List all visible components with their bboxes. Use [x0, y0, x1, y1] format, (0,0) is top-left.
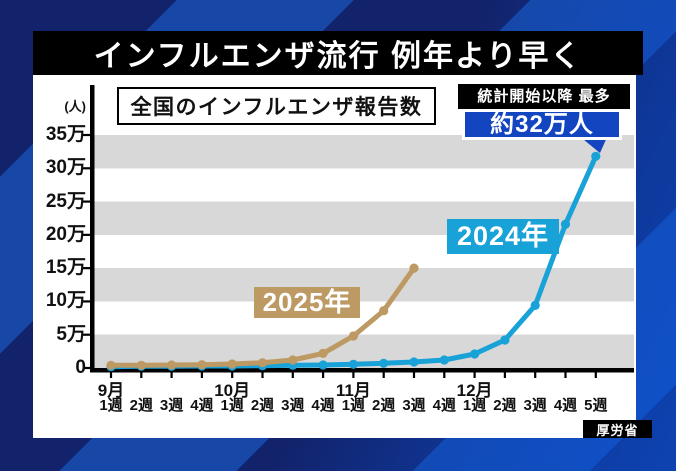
chart-subtitle-text: 全国のインフルエンザ報告数: [130, 96, 423, 119]
x-week-label: 3週: [159, 397, 184, 414]
data-point-2025年: [348, 331, 358, 341]
data-point-2025年: [136, 360, 146, 370]
x-tick: [503, 372, 506, 378]
x-week-label: 2週: [493, 397, 517, 414]
record-callout-value: 約32万人: [462, 109, 622, 140]
x-tick: [109, 372, 113, 378]
data-point-2025年: [197, 360, 207, 370]
x-tick: [473, 372, 476, 378]
y-axis-tick-label: 15万: [45, 257, 86, 279]
data-point-2025年: [409, 263, 419, 273]
x-week-label: 2週: [250, 397, 275, 414]
x-tick: [564, 372, 567, 378]
x-tick: [352, 372, 355, 378]
y-axis-tick-label: 5万: [56, 323, 86, 345]
x-month-label: 12月: [456, 381, 493, 400]
x-week-label: 4週: [311, 397, 335, 414]
x-tick: [322, 372, 325, 378]
data-point-2024年: [379, 358, 389, 368]
y-axis-tick-label: 20万: [45, 223, 86, 245]
x-week-label: 1週: [220, 397, 244, 414]
data-point-2024年: [560, 219, 571, 229]
x-week-label: 4週: [432, 397, 456, 414]
x-tick: [534, 372, 537, 378]
x-week-label: 3週: [402, 397, 426, 414]
y-tick: [83, 333, 90, 336]
y-tick: [83, 267, 90, 270]
x-tick: [291, 372, 294, 378]
data-point-2024年: [591, 151, 601, 161]
x-month-label: 9月: [97, 381, 125, 400]
x-week-label: 2週: [372, 397, 396, 414]
x-week-label: 4週: [553, 397, 578, 414]
y-tick: [83, 366, 90, 370]
y-tick: [83, 167, 90, 170]
x-tick: [170, 372, 173, 378]
series-label-2024: 2024年: [447, 219, 559, 254]
x-week-label: 1週: [99, 397, 123, 414]
y-axis-tick-label: 25万: [45, 190, 86, 212]
x-tick: [200, 372, 203, 378]
x-week-label: 5週: [584, 397, 608, 414]
data-point-2025年: [288, 355, 298, 365]
x-axis-line: [90, 368, 634, 373]
y-tick: [83, 233, 90, 236]
chart-panel: 全国のインフルエンザ報告数 (人) 0 5万 10万 15万 20万 25万 30万 35万 …: [33, 75, 636, 438]
y-tick: [83, 200, 90, 203]
data-point-2025年: [227, 359, 237, 369]
chart-subtitle-box: 全国のインフルエンザ報告数: [117, 87, 436, 125]
x-month-label: 11月: [335, 381, 371, 400]
x-week-label: 3週: [281, 397, 305, 414]
x-tick: [140, 372, 143, 378]
data-point-2024年: [318, 360, 328, 370]
y-tick: [83, 133, 90, 137]
data-point-2025年: [379, 306, 389, 316]
y-axis-tick-label: 10万: [45, 290, 86, 312]
x-week-label: 1週: [341, 397, 366, 414]
x-tick: [231, 372, 234, 378]
headline-text: インフルエンザ流行 例年より早く: [93, 40, 583, 73]
y-axis-line: [90, 85, 95, 373]
x-tick: [443, 372, 446, 378]
data-point-2024年: [439, 355, 449, 365]
record-callout-heading: 統計開始以降 最多: [458, 84, 630, 109]
source-label: 厚労省: [583, 420, 652, 438]
record-callout: 統計開始以降 最多 約32万人: [458, 84, 630, 140]
data-point-2025年: [106, 360, 116, 370]
data-point-2024年: [470, 349, 480, 359]
y-axis-tick-label: 30万: [45, 157, 86, 179]
data-point-2024年: [530, 300, 540, 310]
data-point-2025年: [318, 348, 328, 358]
x-tick: [412, 372, 416, 378]
y-axis-tick-label: 35万: [45, 124, 86, 145]
x-tick: [382, 372, 385, 378]
x-month-label: 10月: [214, 381, 251, 400]
x-week-label: 3週: [523, 397, 547, 414]
data-point-2024年: [348, 359, 358, 369]
x-tick: [261, 372, 264, 378]
data-point-2025年: [257, 358, 268, 368]
data-point-2024年: [409, 357, 419, 367]
x-tick: [594, 372, 597, 378]
x-week-label: 4週: [190, 397, 214, 414]
x-week-label: 2週: [129, 397, 153, 414]
data-point-2024年: [500, 335, 510, 345]
x-week-label: 1週: [462, 397, 487, 414]
headline-bar: インフルエンザ流行 例年より早く: [33, 31, 643, 75]
source-text: 厚労省: [596, 422, 639, 438]
data-point-2025年: [167, 360, 177, 370]
series-label-2025: 2025年: [254, 287, 360, 318]
y-tick: [83, 300, 90, 303]
chart-canvas: [83, 85, 634, 378]
y-axis-tick-label: 0: [75, 357, 86, 378]
y-axis-unit-label: (人): [64, 99, 86, 114]
